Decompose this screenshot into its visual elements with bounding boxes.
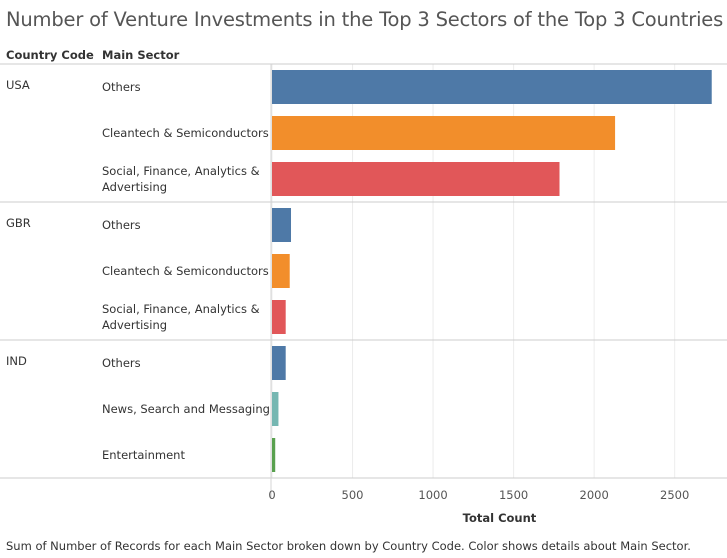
bar-gbr-2 [272,300,286,334]
x-tick-label-3: 1500 [499,488,528,502]
sector-label-2-0: Others [102,356,141,370]
sector-label-2-2: Entertainment [102,448,185,462]
bar-usa-2 [272,162,560,196]
chart-caption: Sum of Number of Records for each Main S… [6,539,691,553]
country-label-1: GBR [6,216,31,230]
header-country-code: Country Code [6,48,94,62]
x-tick-label-1: 500 [342,488,364,502]
sector-label-0-2-line0: Social, Finance, Analytics & [102,164,260,178]
bar-ind-0 [272,346,286,380]
sector-label-2-1: News, Search and Messaging [102,402,270,416]
bar-usa-0 [272,70,712,104]
bar-chart: USA Others Cleantech & Semiconductors Socia… [0,63,727,525]
sector-label-1-2-line1: Advertising [102,318,167,332]
bar-ind-1 [272,392,279,426]
sector-label-0-2-line1: Advertising [102,180,167,194]
country-label-0: USA [6,78,30,92]
sector-label-1-2-line0: Social, Finance, Analytics & [102,302,260,316]
x-axis-title: Total Count [463,511,537,525]
x-tick-label-5: 2500 [660,488,689,502]
bar-gbr-1 [272,254,290,288]
bar-ind-2 [272,438,276,472]
x-tick-label-4: 2000 [580,488,609,502]
sector-label-0-1: Cleantech & Semiconductors [102,126,269,140]
bar-gbr-0 [272,208,292,242]
x-tick-label-2: 1000 [418,488,447,502]
sector-label-1-0: Others [102,218,141,232]
sector-label-0-0: Others [102,80,141,94]
chart-title: Number of Venture Investments in the Top… [6,8,724,31]
header-main-sector: Main Sector [102,48,180,62]
country-label-2: IND [6,354,27,368]
x-tick-label-0: 0 [268,488,275,502]
bar-usa-1 [272,116,616,150]
sector-label-1-1: Cleantech & Semiconductors [102,264,269,278]
